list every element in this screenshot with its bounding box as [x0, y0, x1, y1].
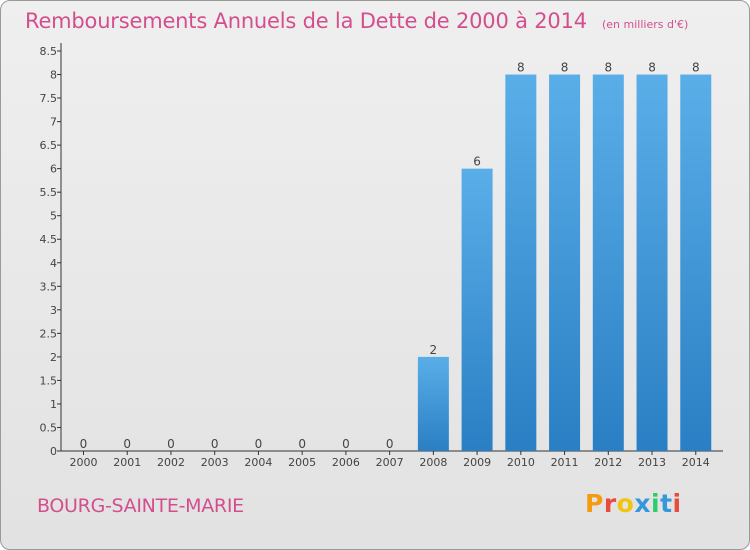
chart-title-row: Remboursements Annuels de la Dette de 20… — [25, 9, 688, 33]
bar — [680, 74, 712, 451]
chart-axes: 00.511.522.533.544.555.566.577.588.52000… — [40, 43, 723, 469]
y-tick-label: 8.5 — [40, 45, 58, 58]
bar — [461, 168, 493, 451]
x-tick-label: 2014 — [682, 456, 710, 469]
x-tick-label: 2007 — [376, 456, 404, 469]
commune-name: BOURG-SAINTE-MARIE — [37, 495, 244, 517]
chart-bars — [417, 74, 712, 451]
y-tick-label: 2.5 — [40, 327, 58, 340]
y-tick-label: 4 — [50, 257, 57, 270]
x-tick-label: 2001 — [113, 456, 141, 469]
data-label: 8 — [517, 61, 525, 75]
y-tick-label: 5 — [50, 210, 57, 223]
y-tick-label: 2 — [50, 351, 57, 364]
bar — [636, 74, 668, 451]
y-tick-label: 0 — [50, 445, 57, 458]
x-tick-label: 2000 — [70, 456, 98, 469]
data-label: 8 — [561, 61, 569, 75]
data-label: 0 — [255, 437, 263, 451]
data-label: 2 — [430, 343, 438, 357]
data-label: 0 — [298, 437, 306, 451]
y-tick-label: 0.5 — [40, 421, 58, 434]
bar — [417, 356, 449, 451]
chart-title: Remboursements Annuels de la Dette de 20… — [25, 9, 587, 33]
y-tick-label: 8 — [50, 69, 57, 82]
y-tick-label: 5.5 — [40, 186, 58, 199]
bar — [549, 74, 581, 451]
y-tick-label: 6.5 — [40, 139, 58, 152]
data-label: 0 — [123, 437, 131, 451]
y-tick-label: 7 — [50, 116, 57, 129]
logo-letter: r — [603, 489, 617, 518]
x-tick-label: 2005 — [288, 456, 316, 469]
logo-letter: t — [660, 489, 673, 518]
data-label: 0 — [211, 437, 219, 451]
y-tick-label: 1 — [50, 398, 57, 411]
data-label: 8 — [604, 61, 612, 75]
data-label: 8 — [692, 61, 700, 75]
logo-letter: o — [616, 489, 635, 518]
y-tick-label: 4.5 — [40, 233, 58, 246]
y-tick-label: 1.5 — [40, 374, 58, 387]
x-tick-label: 2004 — [244, 456, 272, 469]
x-tick-label: 2013 — [638, 456, 666, 469]
data-label: 8 — [648, 61, 656, 75]
x-tick-label: 2011 — [551, 456, 579, 469]
x-tick-label: 2003 — [201, 456, 229, 469]
data-label: 0 — [80, 437, 88, 451]
chart-data-labels: 0 0 0 0 0 0 0 0 2 6 8 8 8 8 8 — [80, 61, 700, 451]
y-tick-label: 6 — [50, 163, 57, 176]
x-tick-label: 2010 — [507, 456, 535, 469]
x-tick-label: 2012 — [594, 456, 622, 469]
x-tick-label: 2009 — [463, 456, 491, 469]
y-tick-label: 3 — [50, 304, 57, 317]
bar — [505, 74, 537, 451]
logo-letter: x — [634, 489, 651, 518]
chart-unit: (en milliers d'€) — [602, 18, 689, 31]
bar — [592, 74, 624, 451]
proxiti-logo: Proxiti — [585, 489, 682, 518]
y-tick-label: 3.5 — [40, 280, 58, 293]
logo-letter: i — [672, 489, 682, 518]
x-tick-label: 2002 — [157, 456, 185, 469]
data-label: 0 — [342, 437, 350, 451]
data-label: 6 — [473, 155, 481, 169]
logo-letter: i — [651, 489, 661, 518]
data-label: 0 — [386, 437, 394, 451]
x-tick-label: 2006 — [332, 456, 360, 469]
y-tick-label: 7.5 — [40, 92, 58, 105]
x-tick-label: 2008 — [419, 456, 447, 469]
logo-letter: P — [585, 489, 604, 518]
data-label: 0 — [167, 437, 175, 451]
